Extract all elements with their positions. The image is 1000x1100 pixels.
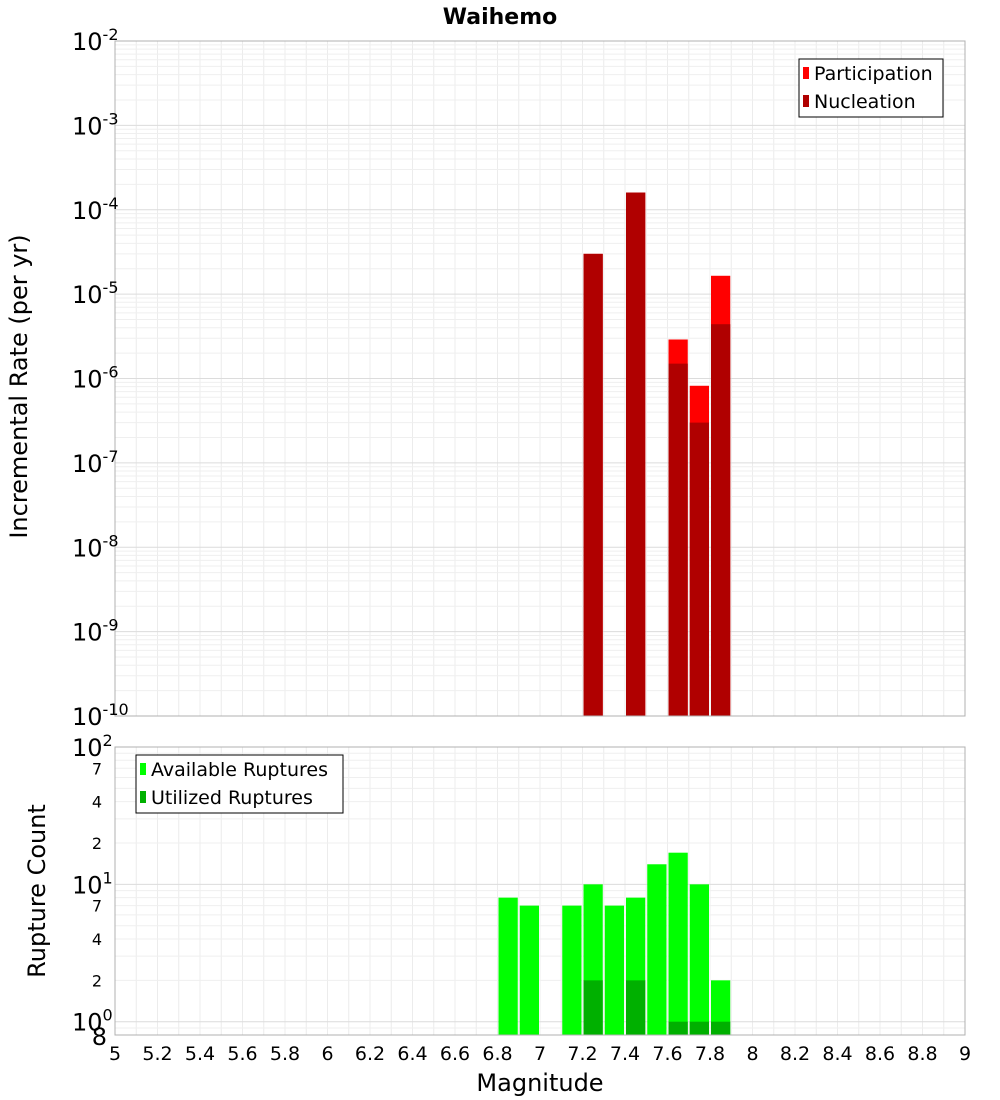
x-tick-label: 6.2 (355, 1043, 385, 1065)
y-tick-label: 10-9 (72, 616, 119, 647)
y-tick-label: 10-5 (72, 278, 119, 309)
available-ruptures-bar (668, 852, 688, 1035)
nucleation-bar (583, 253, 603, 716)
y-minor-tick-label: 8 (92, 1023, 107, 1051)
legend-swatch (803, 95, 809, 107)
plot-frame (114, 40, 966, 717)
rupture-count-chart-panel: 100 101 102 8 2 4 7 2 4 7 Rupture Count Available R… (23, 731, 971, 1097)
x-tick-label: 6.6 (440, 1043, 470, 1065)
utilized-ruptures-bar (668, 1021, 688, 1035)
legend-label: Utilized Ruptures (151, 787, 313, 809)
x-tick-label: 5.2 (142, 1043, 172, 1065)
y-minor-tick-label: 2 (92, 834, 102, 853)
x-tick-label: 8 (746, 1043, 758, 1065)
y-tick-label: 10-2 (72, 25, 119, 56)
nucleation-bar (711, 324, 731, 716)
y-minor-tick-label: 4 (92, 793, 102, 812)
x-tick-label: 9 (959, 1043, 971, 1065)
chart-title: Waihemo (443, 5, 558, 30)
x-tick-label: 5.6 (227, 1043, 257, 1065)
utilized-ruptures-bar (711, 1021, 731, 1035)
legend-swatch (140, 791, 146, 803)
nucleation-bar (689, 422, 709, 716)
available-ruptures-bar (562, 905, 582, 1035)
x-tick-label: 7.8 (695, 1043, 725, 1065)
x-tick-label: 5.4 (185, 1043, 215, 1065)
y-tick-label: 10-3 (72, 109, 119, 140)
x-axis-title: Magnitude (476, 1069, 603, 1097)
y-tick-label: 10-4 (72, 194, 119, 225)
available-ruptures-bar (711, 980, 731, 1035)
legend-swatch (140, 763, 146, 775)
y-minor-tick-label: 4 (92, 930, 102, 949)
legend-label: Nucleation (814, 91, 916, 113)
x-tick-label: 8.4 (822, 1043, 852, 1065)
plot-frame (114, 746, 966, 1036)
y-tick-label: 10-7 (72, 447, 119, 478)
rate-chart-panel: Waihemo 10-10 10-9 10-8 10-7 10-6 10-5 10-4 10-3… (5, 5, 966, 731)
legend-box (135, 754, 344, 814)
legend-swatch (803, 67, 809, 79)
available-ruptures-bar (498, 897, 518, 1035)
y-tick-label: 101 (72, 868, 113, 899)
y-tick-label: 100 (72, 1006, 113, 1037)
x-tick-label: 7 (534, 1043, 546, 1065)
y-minor-tick-label: 7 (92, 897, 102, 916)
nucleation-bar (626, 192, 646, 717)
legend-label: Participation (814, 63, 933, 85)
x-tick-label: 8.6 (865, 1043, 895, 1065)
available-ruptures-bar (519, 905, 539, 1035)
x-tick-label: 6.4 (397, 1043, 427, 1065)
nucleation-bar (668, 363, 688, 716)
y-axis-title: Incremental Rate (per yr) (5, 234, 33, 538)
legend-box (798, 58, 944, 118)
y-axis-title: Rupture Count (23, 804, 51, 978)
utilized-ruptures-bar (689, 1021, 709, 1035)
y-minor-tick-label: 2 (92, 971, 102, 990)
x-tick-label: 7.6 (652, 1043, 682, 1065)
available-ruptures-bar (647, 864, 667, 1035)
utilized-ruptures-bar (583, 980, 603, 1035)
legend-rupture-count: Available Ruptures Utilized Ruptures (135, 754, 344, 814)
x-tick-label: 8.8 (907, 1043, 937, 1065)
utilized-ruptures-bar (626, 980, 646, 1035)
legend-rate: Participation Nucleation (798, 58, 944, 118)
x-tick-label: 6 (321, 1043, 333, 1065)
available-ruptures-bar (604, 905, 624, 1035)
y-tick-label: 10-10 (72, 700, 129, 731)
x-tick-label: 7.2 (567, 1043, 597, 1065)
y-minor-tick-label: 7 (92, 759, 102, 778)
x-tick-label: 6.8 (482, 1043, 512, 1065)
x-tick-label: 5 (109, 1043, 121, 1065)
x-tick-label: 8.2 (780, 1043, 810, 1065)
available-ruptures-bar (689, 884, 709, 1035)
y-tick-label: 10-6 (72, 363, 119, 394)
y-tick-label: 102 (72, 731, 113, 762)
x-tick-label: 7.4 (610, 1043, 640, 1065)
y-tick-label: 10-8 (72, 531, 119, 562)
legend-label: Available Ruptures (151, 759, 328, 781)
x-tick-label: 5.8 (270, 1043, 300, 1065)
